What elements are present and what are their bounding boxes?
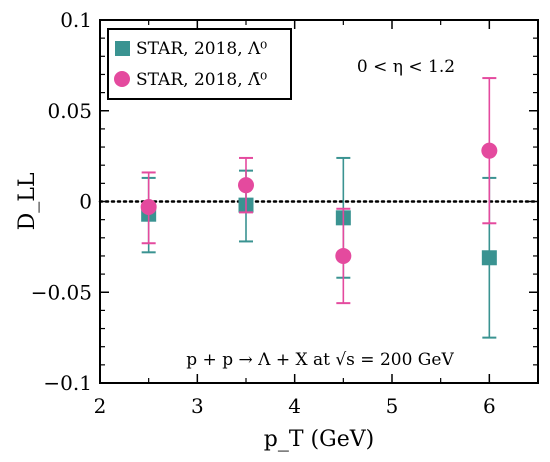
- legend-entry-antilambda: STAR, 2018, Λ̄⁰: [136, 70, 267, 90]
- x-tick-label: 5: [386, 394, 399, 418]
- x-tick-label: 4: [288, 394, 301, 418]
- legend-marker-square: [115, 41, 130, 56]
- y-tick-label: 0.1: [60, 8, 92, 32]
- annotation-process-text: p + p → Λ + X at √s = 200 GeV: [186, 350, 454, 370]
- data-point-circle: [481, 142, 498, 159]
- y-tick-label: −0.1: [43, 371, 92, 395]
- annotation-eta-text: 0 < η < 1.2: [357, 57, 455, 77]
- data-point-circle: [335, 247, 352, 264]
- annotation-eta-range: 0 < η < 1.2: [357, 57, 455, 77]
- x-tick-label: 2: [94, 394, 107, 418]
- annotation-process: p + p → Λ + X at √s = 200 GeV: [186, 350, 454, 370]
- y-tick-label: 0: [79, 190, 92, 214]
- legend-entry-lambda: STAR, 2018, Λ⁰: [136, 39, 267, 59]
- x-tick-label: 3: [191, 394, 204, 418]
- legend-marker-circle: [114, 71, 130, 87]
- data-point-square: [481, 250, 497, 266]
- legend-box: [107, 28, 292, 100]
- x-axis-label: p_T (GeV): [264, 427, 374, 452]
- y-axis-label: D_LL: [15, 172, 40, 230]
- series-antilambda: [140, 77, 498, 305]
- x-tick-label: 6: [483, 394, 496, 418]
- data-point-circle: [140, 198, 157, 215]
- y-tick-label: −0.05: [31, 280, 92, 304]
- y-tick-label: 0.05: [47, 99, 92, 123]
- series-lambda: [141, 156, 497, 339]
- data-point-circle: [238, 177, 254, 194]
- legend: STAR, 2018, Λ⁰ STAR, 2018, Λ̄⁰: [107, 28, 292, 100]
